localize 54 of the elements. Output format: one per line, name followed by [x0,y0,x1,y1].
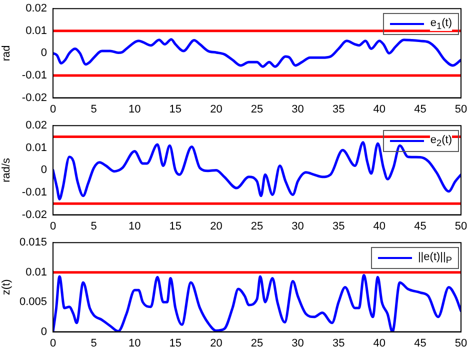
x-tick-label: 35 [332,337,345,350]
x-tick-label: 15 [169,220,182,232]
x-tick-label: 10 [128,337,141,350]
y-tick-label: 0 [40,164,47,176]
x-tick-label: 45 [414,103,426,116]
x-tick-label: 5 [90,220,97,232]
x-tick-label: 10 [128,220,141,232]
x-tick-label: 0 [50,220,56,232]
y-tick-label: 0.01 [26,24,47,37]
x-tick-label: 0 [50,337,56,350]
y-tick-label: 0 [40,326,47,338]
y-tick-label: 0.01 [26,142,47,154]
y-tick-label: 0.015 [19,236,47,249]
y-tick-label: 0.02 [26,2,47,15]
x-tick-label: 40 [373,337,386,350]
x-tick-label: 5 [90,337,97,350]
y-tick-label: -0.02 [22,208,47,221]
x-tick-label: 10 [128,103,141,116]
x-tick-label: 45 [414,220,426,232]
x-tick-label: 30 [292,220,304,232]
y-tick-label: -0.02 [22,92,47,104]
y-axis-title: rad [0,45,13,62]
x-tick-label: 20 [210,220,222,232]
x-tick-label: 20 [210,337,222,350]
x-tick-label: 40 [373,220,386,232]
y-tick-label: 0.01 [26,266,47,278]
y-axis-title: rad/s [0,157,13,182]
y-axis-title: z(t) [0,279,13,296]
y-tick-label: 0.02 [26,120,47,132]
x-tick-label: 20 [210,103,222,116]
x-tick-label: 50 [454,220,468,232]
y-tick-label: -0.01 [22,70,47,82]
x-tick-label: 35 [332,103,345,116]
legend-label: ||e(t)||$_{P}$ [418,250,452,265]
x-tick-label: 25 [250,337,264,350]
legend-label: e$_{1}$(t) [430,16,452,31]
x-tick-label: 5 [90,103,97,116]
x-tick-label: 25 [250,103,264,116]
y-tick-label: 0 [40,47,47,60]
x-tick-label: 35 [332,220,345,232]
x-tick-label: 15 [169,337,182,350]
y-tick-label: 0.005 [19,296,47,308]
x-tick-label: 50 [454,103,468,116]
x-tick-label: 0 [50,103,56,116]
x-tick-label: 40 [373,103,386,116]
x-tick-label: 30 [292,103,304,116]
x-tick-label: 50 [454,337,468,350]
line-series [53,38,461,68]
x-tick-label: 25 [250,220,264,232]
legend-label: e$_{2}$(t) [430,134,452,148]
y-tick-label: -0.01 [22,186,47,199]
x-tick-label: 15 [169,103,182,116]
x-tick-label: 45 [414,337,426,350]
x-tick-label: 30 [292,337,304,350]
